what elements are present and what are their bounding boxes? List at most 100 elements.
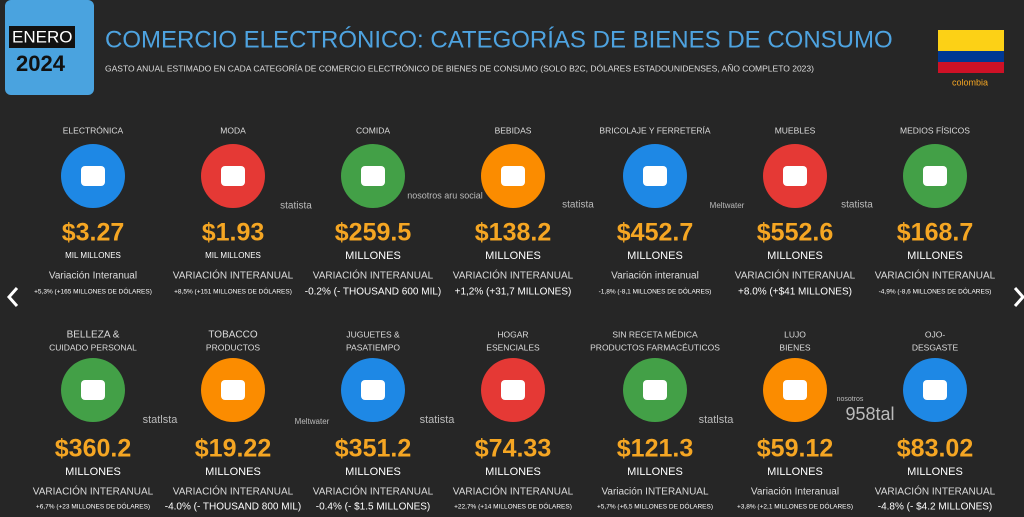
change: +5,7% (+6,5 MILLONES DE DÓLARES)	[597, 502, 713, 511]
change: -0.2% (- THOUSAND 600 MIL)	[305, 287, 442, 298]
change: -4.0% (- THOUSAND 800 MIL)	[165, 502, 302, 513]
value: $3.27	[62, 219, 125, 247]
watermark: Meltwater	[295, 417, 330, 426]
variation-label: Variación INTERANUAL	[601, 487, 709, 498]
badge-month: ENERO	[12, 27, 72, 46]
category: COMIDA	[356, 125, 390, 135]
variation-label: Variación interanual	[611, 271, 699, 282]
value: $74.33	[475, 435, 551, 463]
category: ELECTRÓNICA	[63, 125, 124, 135]
unit: MILLONES	[205, 466, 261, 478]
unit: MILLONES	[65, 466, 121, 478]
change: -1,8% (-8,1 MILLONES DE DÓLARES)	[599, 287, 712, 296]
flag-yellow	[938, 30, 1004, 51]
category: PRODUCTOS FARMACÉUTICOS	[590, 342, 720, 352]
unit: MIL MILLONES	[205, 251, 261, 260]
category: MODA	[220, 125, 246, 135]
unit: MILLONES	[345, 250, 401, 262]
category: TOBACCO	[208, 330, 257, 341]
icon-glyph	[221, 166, 245, 186]
value: $121.3	[617, 435, 693, 463]
value: $1.93	[202, 219, 265, 247]
category: PASATIEMPO	[346, 342, 400, 352]
icon-glyph	[221, 380, 245, 400]
change: -0.4% (- $1.5 MILLONES)	[316, 502, 430, 513]
variation-label: VARIACIÓN INTERANUAL	[875, 485, 996, 498]
icon-glyph	[783, 166, 807, 186]
next-arrow[interactable]	[1013, 287, 1024, 307]
value: $452.7	[617, 219, 693, 247]
title: COMERCIO ELECTRÓNICO: CATEGORÍAS DE BIEN…	[105, 26, 893, 53]
value: $19.22	[195, 435, 271, 463]
category: OJO-	[925, 329, 945, 339]
unit: MILLONES	[907, 466, 963, 478]
variation-label: VARIACIÓN INTERANUAL	[313, 269, 434, 282]
variation-label: VARIACIÓN INTERANUAL	[173, 269, 294, 282]
unit: MILLONES	[627, 250, 683, 262]
icon-glyph	[923, 166, 947, 186]
watermark: statista	[562, 200, 594, 211]
change: +5,3% (+165 MILLONES DE DÓLARES)	[34, 287, 152, 296]
watermark: nosotros aru social	[407, 190, 483, 200]
unit: MILLONES	[907, 250, 963, 262]
icon-glyph	[361, 380, 385, 400]
watermark: statista	[841, 200, 873, 211]
value: $59.12	[757, 435, 833, 463]
variation-label: VARIACIÓN INTERANUAL	[735, 269, 856, 282]
subtitle: GASTO ANUAL ESTIMADO EN CADA CATEGORÍA D…	[105, 63, 814, 73]
variation-label: VARIACIÓN INTERANUAL	[313, 485, 434, 498]
category: MEDIOS FÍSICOS	[900, 125, 970, 135]
icon-glyph	[923, 380, 947, 400]
icon-glyph	[501, 380, 525, 400]
watermark: statlsta	[143, 414, 179, 426]
unit: MILLONES	[767, 466, 823, 478]
change: +8,5% (+151 MILLONES DE DÓLARES)	[174, 287, 292, 296]
category: ESENCIALES	[486, 342, 540, 352]
variation-label: VARIACIÓN INTERANUAL	[173, 485, 294, 498]
category: SIN RECETA MÉDICA	[612, 329, 698, 339]
prev-arrow[interactable]	[6, 287, 19, 307]
value: $552.6	[757, 219, 833, 247]
variation-label: VARIACIÓN INTERANUAL	[453, 485, 574, 498]
value: $360.2	[55, 435, 131, 463]
change: -4,9% (-8,6 MILLONES DE DÓLARES)	[879, 287, 992, 296]
badge-year: 2024	[16, 51, 66, 76]
icon-glyph	[783, 380, 807, 400]
unit: MILLONES	[485, 466, 541, 478]
watermark: statlsta	[699, 414, 735, 426]
category: BRICOLAJE Y FERRETERÍA	[599, 125, 710, 135]
change: +22,7% (+14 MILLONES DE DÓLARES)	[454, 502, 572, 511]
change: +1,2% (+31,7 MILLONES)	[455, 287, 572, 298]
badge-month-box	[9, 26, 75, 48]
variation-label: Variación Interanual	[751, 487, 839, 498]
value: $351.2	[335, 435, 411, 463]
change: -4.8% (- $4.2 MILLONES)	[878, 502, 992, 513]
unit: MILLONES	[485, 250, 541, 262]
variation-label: VARIACIÓN INTERANUAL	[453, 269, 574, 282]
variation-label: VARIACIÓN INTERANUAL	[33, 485, 154, 498]
category: JUGUETES &	[346, 329, 400, 339]
category: PRODUCTOS	[206, 342, 260, 352]
icon-glyph	[643, 166, 667, 186]
category: DESGASTE	[912, 342, 959, 352]
unit: MIL MILLONES	[65, 251, 121, 260]
category: BELLEZA &	[67, 330, 120, 341]
change: +3,8% (+2,1 MILLONES DE DÓLARES)	[737, 502, 853, 511]
unit: MILLONES	[345, 466, 401, 478]
value: $168.7	[897, 219, 973, 247]
change: +6,7% (+23 MILLONES DE DÓLARES)	[36, 502, 150, 511]
value: $138.2	[475, 219, 551, 247]
icon-glyph	[643, 380, 667, 400]
icon-glyph	[81, 166, 105, 186]
variation-label: VARIACIÓN INTERANUAL	[875, 269, 996, 282]
icon-glyph	[81, 380, 105, 400]
watermark: Meltwater	[710, 201, 745, 210]
icon-glyph	[361, 166, 385, 186]
category: BIENES	[779, 342, 811, 352]
icon-glyph	[501, 166, 525, 186]
category: CUIDADO PERSONAL	[49, 342, 137, 352]
watermark: statista	[420, 414, 456, 426]
unit: MILLONES	[627, 466, 683, 478]
